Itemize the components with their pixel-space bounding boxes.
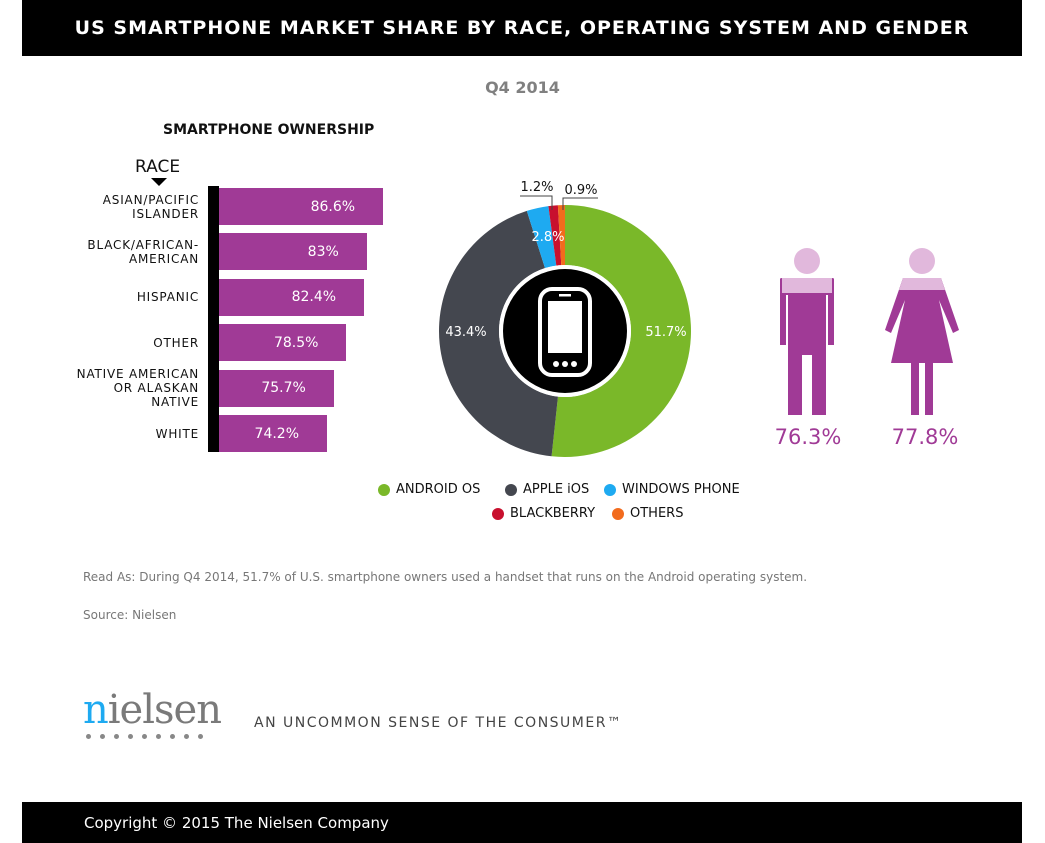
bar-category-label: BLACK/AFRICAN- AMERICAN	[87, 237, 199, 266]
donut-slice	[551, 205, 692, 457]
legend-blackberry: BLACKBERRY	[492, 506, 595, 521]
legend-label: ANDROID OS	[396, 482, 481, 497]
male-percent: 76.3%	[774, 425, 842, 449]
bar-category-label: WHITE	[155, 426, 199, 441]
bar-chart-title: SMARTPHONE OWNERSHIP	[163, 122, 375, 138]
donut-slice	[548, 205, 562, 266]
slice-label: 43.4%	[445, 325, 486, 340]
leader-line	[520, 195, 553, 210]
race-axis-label: RACE	[135, 157, 181, 177]
bar-category-label: ASIAN/PACIFIC ISLANDER	[102, 192, 199, 221]
slice-label: 1.2%	[520, 180, 553, 195]
smartphone-screen	[548, 301, 582, 353]
smartphone-icon	[538, 287, 592, 377]
donut-slice	[526, 206, 557, 269]
legend-swatch	[378, 483, 390, 496]
gender-figures	[780, 248, 959, 415]
leader-line	[562, 197, 598, 210]
legend-label: WINDOWS PHONE	[622, 482, 740, 497]
legend-windows: WINDOWS PHONE	[604, 482, 740, 497]
legend-android: ANDROID OS	[378, 482, 480, 497]
bar: 86.6%	[219, 188, 384, 225]
bar: 74.2%	[219, 415, 328, 452]
tagline: AN UNCOMMON SENSE OF THE CONSUMER™	[254, 715, 623, 731]
legend-others: OTHERS	[612, 506, 683, 521]
smartphone-button	[553, 361, 559, 367]
read-as-note: Read As: During Q4 2014, 51.7% of U.S. s…	[83, 570, 808, 584]
bar-axis	[208, 186, 219, 452]
bar-category-label: HISPANIC	[136, 290, 199, 305]
subtitle: Q4 2014	[485, 78, 560, 97]
legend-label: OTHERS	[630, 506, 684, 521]
female-icon	[885, 248, 959, 415]
donut-slice	[439, 210, 558, 457]
female-percent: 77.8%	[891, 425, 959, 449]
title: US SMARTPHONE MARKET SHARE BY RACE, OPER…	[22, 0, 1022, 56]
legend-swatch	[492, 507, 504, 520]
male-icon	[780, 248, 834, 415]
slice-label: 2.8%	[531, 230, 564, 245]
slice-label: 51.7%	[645, 325, 686, 340]
bar: 82.4%	[219, 278, 365, 316]
smartphone-button	[562, 361, 568, 367]
legend-label: BLACKBERRY	[510, 506, 596, 521]
smartphone-speaker	[559, 294, 571, 297]
legend-swatch	[604, 483, 616, 496]
copyright: Copyright © 2015 The Nielsen Company	[22, 802, 1022, 843]
bar: 83%	[219, 233, 367, 271]
arrow-down-icon	[151, 178, 167, 186]
bar-category-label: OTHER	[153, 335, 199, 350]
bar: 75.7%	[219, 369, 334, 407]
slice-label: 0.9%	[564, 183, 597, 198]
donut-slice	[557, 205, 565, 266]
bar: 78.5%	[219, 324, 347, 362]
legend-swatch	[505, 483, 517, 496]
legend-swatch	[612, 507, 624, 520]
legend-apple: APPLE iOS	[505, 482, 589, 497]
nielsen-logo: nielsen	[83, 690, 222, 739]
legend-label: APPLE iOS	[523, 482, 590, 497]
bar-category-label: NATIVE AMERICAN OR ALASKAN NATIVE	[76, 367, 199, 410]
source-note: Source: Nielsen	[83, 608, 177, 622]
smartphone-button	[571, 361, 577, 367]
